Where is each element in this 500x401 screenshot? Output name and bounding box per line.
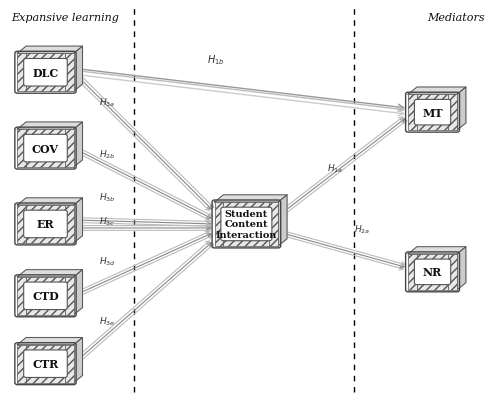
Text: CTD: CTD [32,291,59,302]
Polygon shape [26,277,65,284]
Text: ER: ER [36,219,54,230]
Polygon shape [417,124,448,131]
Polygon shape [74,198,82,243]
Polygon shape [224,203,270,210]
Polygon shape [26,160,65,168]
Polygon shape [18,270,82,277]
Polygon shape [74,123,82,168]
Polygon shape [224,239,270,246]
Text: $H_{3b}$: $H_{3b}$ [100,192,116,204]
Polygon shape [65,54,74,92]
Text: NR: NR [423,267,442,277]
Polygon shape [448,254,457,290]
Text: Student
Content
Interaction: Student Content Interaction [216,210,277,239]
FancyBboxPatch shape [24,350,68,377]
FancyBboxPatch shape [221,208,272,241]
Text: Mediators: Mediators [428,13,486,23]
Text: DLC: DLC [32,68,58,79]
Text: COV: COV [32,143,59,154]
Polygon shape [408,254,417,290]
Polygon shape [18,54,26,92]
Polygon shape [26,236,65,243]
Text: $H_{1a}$: $H_{1a}$ [327,162,344,174]
Polygon shape [26,308,65,315]
Text: CTR: CTR [32,358,58,369]
Polygon shape [408,247,466,254]
FancyBboxPatch shape [24,59,68,87]
FancyBboxPatch shape [24,135,68,162]
Polygon shape [408,88,466,95]
Polygon shape [18,123,82,130]
FancyBboxPatch shape [414,259,450,285]
Text: $H_{2a}$: $H_{2a}$ [354,223,370,236]
Text: Expansive learning: Expansive learning [11,13,119,23]
Text: $H_{1b}$: $H_{1b}$ [207,53,225,67]
Polygon shape [278,195,287,246]
Polygon shape [18,130,26,168]
Text: $H_{3a}$: $H_{3a}$ [100,96,116,108]
Polygon shape [457,247,466,290]
Polygon shape [18,205,26,243]
Text: MT: MT [422,107,443,118]
Text: $H_{2b}$: $H_{2b}$ [100,148,116,160]
Polygon shape [18,277,26,315]
Polygon shape [26,345,65,352]
Polygon shape [18,47,82,54]
Polygon shape [214,203,224,246]
Text: $H_{3c}$: $H_{3c}$ [100,215,116,228]
Polygon shape [65,205,74,243]
Polygon shape [214,195,287,203]
Polygon shape [26,54,65,61]
Polygon shape [270,203,278,246]
Polygon shape [408,95,417,131]
Polygon shape [65,277,74,315]
FancyBboxPatch shape [24,282,68,310]
Polygon shape [18,345,26,383]
Polygon shape [18,338,82,345]
Polygon shape [417,254,448,261]
Polygon shape [74,47,82,92]
Polygon shape [74,270,82,315]
Polygon shape [26,85,65,92]
Polygon shape [65,130,74,168]
FancyBboxPatch shape [414,100,450,126]
Polygon shape [457,88,466,131]
Polygon shape [65,345,74,383]
Polygon shape [417,283,448,290]
Polygon shape [448,95,457,131]
Text: $H_{3d}$: $H_{3d}$ [100,255,116,268]
Text: $H_{3e}$: $H_{3e}$ [100,315,116,328]
Polygon shape [26,375,65,383]
Polygon shape [26,130,65,137]
Polygon shape [18,198,82,205]
Polygon shape [74,338,82,383]
FancyBboxPatch shape [24,211,68,238]
Polygon shape [417,95,448,102]
Polygon shape [26,205,65,213]
